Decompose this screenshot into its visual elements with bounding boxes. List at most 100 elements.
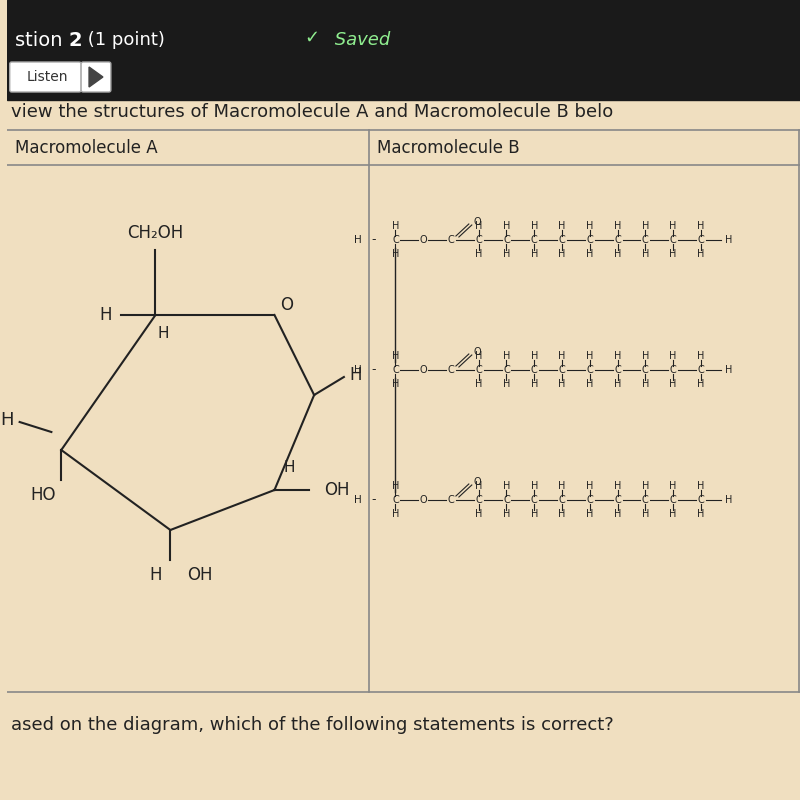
Text: H: H bbox=[283, 461, 295, 475]
Text: C: C bbox=[475, 495, 482, 505]
Text: Macromolecule A: Macromolecule A bbox=[14, 139, 158, 157]
Text: H: H bbox=[614, 249, 622, 259]
Text: H: H bbox=[670, 509, 677, 519]
Text: O: O bbox=[419, 365, 427, 375]
Text: C: C bbox=[531, 235, 538, 245]
Text: H: H bbox=[697, 221, 705, 231]
Bar bbox=[6, 0, 800, 100]
Text: H: H bbox=[392, 509, 399, 519]
Text: H: H bbox=[475, 481, 482, 491]
Text: H: H bbox=[558, 481, 566, 491]
Text: H: H bbox=[697, 509, 705, 519]
Text: O: O bbox=[419, 495, 427, 505]
Text: C: C bbox=[642, 495, 649, 505]
Text: C: C bbox=[392, 495, 399, 505]
Text: C: C bbox=[558, 365, 566, 375]
Text: H: H bbox=[614, 481, 622, 491]
Text: H: H bbox=[670, 249, 677, 259]
Text: H: H bbox=[392, 249, 399, 259]
Text: CH₂OH: CH₂OH bbox=[127, 224, 184, 242]
Text: 2: 2 bbox=[68, 30, 82, 50]
Text: O: O bbox=[280, 296, 293, 314]
Text: H: H bbox=[558, 351, 566, 361]
Text: H: H bbox=[475, 351, 482, 361]
Text: H: H bbox=[670, 481, 677, 491]
Text: C: C bbox=[586, 235, 593, 245]
Text: H: H bbox=[392, 481, 399, 491]
Text: H: H bbox=[670, 379, 677, 389]
Text: H: H bbox=[586, 481, 594, 491]
Text: C: C bbox=[447, 235, 454, 245]
Text: H: H bbox=[586, 221, 594, 231]
Text: H: H bbox=[503, 379, 510, 389]
Text: H: H bbox=[586, 249, 594, 259]
Text: H: H bbox=[530, 351, 538, 361]
Text: H: H bbox=[642, 221, 649, 231]
Text: H: H bbox=[503, 249, 510, 259]
Text: C: C bbox=[698, 495, 704, 505]
Text: stion: stion bbox=[14, 30, 69, 50]
Text: Macromolecule B: Macromolecule B bbox=[377, 139, 519, 157]
Text: H: H bbox=[150, 566, 162, 584]
Text: H: H bbox=[475, 221, 482, 231]
Text: view the structures of Macromolecule A and Macromolecule B belo: view the structures of Macromolecule A a… bbox=[10, 103, 613, 121]
Text: C: C bbox=[698, 235, 704, 245]
Text: H: H bbox=[670, 351, 677, 361]
Text: H: H bbox=[392, 221, 399, 231]
Text: H: H bbox=[392, 379, 399, 389]
Text: H: H bbox=[614, 509, 622, 519]
Text: H: H bbox=[530, 221, 538, 231]
Text: C: C bbox=[503, 365, 510, 375]
Text: ✓: ✓ bbox=[304, 29, 319, 47]
Text: H: H bbox=[697, 249, 705, 259]
Text: C: C bbox=[531, 365, 538, 375]
Text: H: H bbox=[100, 306, 112, 324]
Text: H: H bbox=[475, 379, 482, 389]
Text: H: H bbox=[586, 379, 594, 389]
Text: H: H bbox=[354, 235, 362, 245]
Text: C: C bbox=[586, 365, 593, 375]
Text: C: C bbox=[614, 235, 621, 245]
Text: H: H bbox=[354, 495, 362, 505]
Text: O: O bbox=[474, 347, 482, 357]
FancyBboxPatch shape bbox=[10, 62, 81, 92]
Text: H: H bbox=[670, 221, 677, 231]
Text: H: H bbox=[158, 326, 169, 341]
Text: H: H bbox=[642, 509, 649, 519]
Text: Saved: Saved bbox=[329, 31, 390, 49]
Text: H: H bbox=[642, 481, 649, 491]
Text: OH: OH bbox=[187, 566, 213, 584]
Text: -: - bbox=[371, 494, 376, 506]
Text: H: H bbox=[558, 221, 566, 231]
Text: C: C bbox=[475, 235, 482, 245]
Text: C: C bbox=[392, 365, 399, 375]
Text: H: H bbox=[475, 249, 482, 259]
Text: H: H bbox=[530, 379, 538, 389]
Text: C: C bbox=[670, 365, 677, 375]
Text: H: H bbox=[354, 365, 362, 375]
Text: H: H bbox=[642, 249, 649, 259]
Text: Listen: Listen bbox=[26, 70, 68, 84]
Text: C: C bbox=[614, 365, 621, 375]
Text: C: C bbox=[558, 495, 566, 505]
Text: -: - bbox=[371, 363, 376, 377]
Text: H: H bbox=[530, 481, 538, 491]
Text: H: H bbox=[392, 351, 399, 361]
Text: H: H bbox=[642, 379, 649, 389]
Text: C: C bbox=[503, 495, 510, 505]
Text: H: H bbox=[697, 481, 705, 491]
Text: O: O bbox=[474, 477, 482, 487]
Text: O: O bbox=[419, 235, 427, 245]
Text: C: C bbox=[698, 365, 704, 375]
Text: C: C bbox=[503, 235, 510, 245]
Text: -: - bbox=[371, 234, 376, 246]
Text: HO: HO bbox=[31, 486, 56, 504]
Text: H: H bbox=[475, 509, 482, 519]
Bar bbox=[6, 100, 800, 800]
Text: C: C bbox=[642, 235, 649, 245]
Text: C: C bbox=[586, 495, 593, 505]
Polygon shape bbox=[89, 67, 103, 87]
Text: H: H bbox=[558, 509, 566, 519]
Text: ased on the diagram, which of the following statements is correct?: ased on the diagram, which of the follow… bbox=[10, 716, 614, 734]
Text: H: H bbox=[350, 366, 362, 384]
